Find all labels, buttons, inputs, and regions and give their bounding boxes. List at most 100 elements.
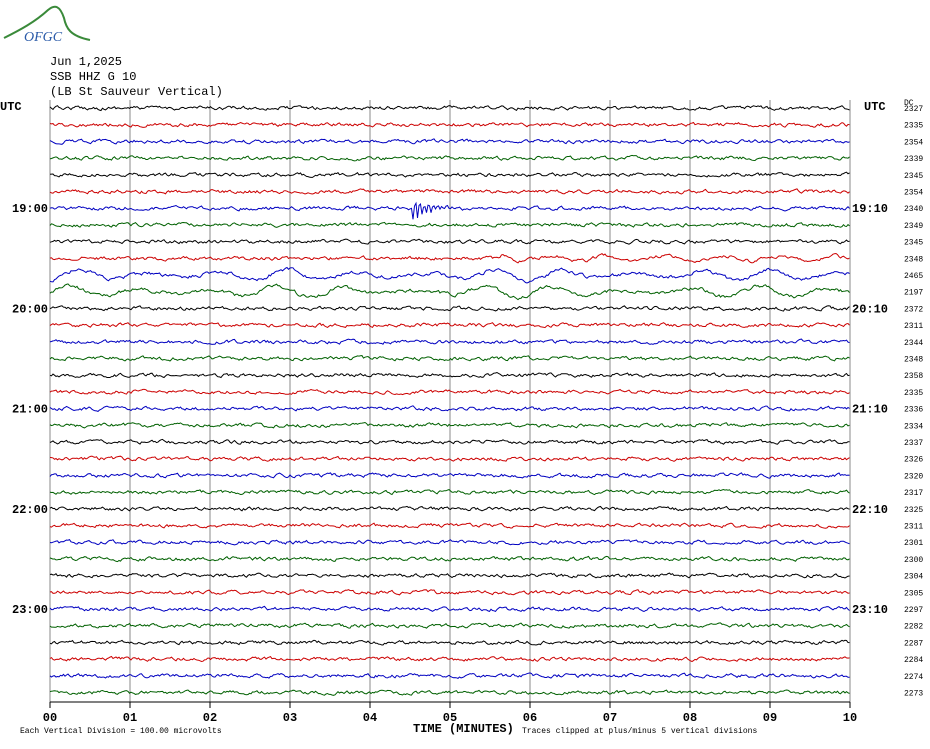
trace xyxy=(49,305,850,312)
dc-value: 2358 xyxy=(904,372,923,381)
x-tick-label: 10 xyxy=(843,711,857,725)
dc-value: 2354 xyxy=(904,138,923,147)
trace xyxy=(49,505,850,512)
trace xyxy=(49,322,850,329)
trace xyxy=(49,171,850,178)
dc-value: 2348 xyxy=(904,356,923,365)
trace xyxy=(49,689,850,696)
dc-value: 2336 xyxy=(904,406,923,415)
trace xyxy=(49,338,850,345)
trace xyxy=(49,283,850,301)
dc-value: 2304 xyxy=(904,573,923,582)
left-axis-title: UTC xyxy=(0,100,22,114)
dc-value: 2282 xyxy=(904,623,923,632)
trace xyxy=(49,266,850,284)
trace xyxy=(49,188,850,195)
right-time-label: 22:10 xyxy=(852,503,888,517)
trace xyxy=(49,622,850,629)
dc-value: 2274 xyxy=(904,673,923,682)
dc-value: 2372 xyxy=(904,305,923,314)
x-tick-label: 09 xyxy=(763,711,777,725)
x-tick-label: 02 xyxy=(203,711,217,725)
logo-mark xyxy=(3,5,91,41)
x-tick-label: 00 xyxy=(43,711,57,725)
dc-value: 2284 xyxy=(904,656,923,665)
header-date: Jun 1,2025 xyxy=(50,55,122,69)
trace xyxy=(49,522,850,529)
dc-value: 2305 xyxy=(904,589,923,598)
trace xyxy=(49,138,850,145)
x-tick-label: 04 xyxy=(363,711,377,725)
trace xyxy=(49,121,850,128)
trace xyxy=(49,639,850,646)
dc-value: 2337 xyxy=(904,439,923,448)
dc-value: 2300 xyxy=(904,556,923,565)
trace xyxy=(49,488,850,496)
trace xyxy=(49,589,850,596)
left-time-label: 19:00 xyxy=(12,202,48,216)
trace xyxy=(49,555,850,563)
dc-value: 2287 xyxy=(904,639,923,648)
dc-value: 2297 xyxy=(904,606,923,615)
left-time-label: 22:00 xyxy=(12,503,48,517)
right-axis-title: UTC xyxy=(864,100,886,114)
dc-value: 2354 xyxy=(904,189,923,198)
logo: OFGC xyxy=(3,5,91,45)
dc-value: 2344 xyxy=(904,339,923,348)
trace xyxy=(49,154,850,162)
dc-value: 2320 xyxy=(904,472,923,481)
trace xyxy=(49,572,850,579)
dc-value: 2345 xyxy=(904,172,923,181)
dc-value: 2301 xyxy=(904,539,923,548)
trace xyxy=(49,472,850,479)
x-tick-label: 08 xyxy=(683,711,697,725)
header-station: SSB HHZ G 10 xyxy=(50,70,136,84)
header-location: (LB St Sauveur Vertical) xyxy=(50,85,223,99)
dc-value: 2349 xyxy=(904,222,923,231)
dc-value: 2326 xyxy=(904,456,923,465)
footer-left: Each Vertical Division = 100.00 microvol… xyxy=(20,727,222,736)
x-tick-label: 07 xyxy=(603,711,617,725)
trace xyxy=(49,252,850,264)
trace xyxy=(49,421,850,429)
x-tick-label: 06 xyxy=(523,711,537,725)
trace xyxy=(49,438,850,445)
left-time-label: 20:00 xyxy=(12,302,48,316)
trace xyxy=(49,605,850,613)
x-tick-label: 05 xyxy=(443,711,457,725)
trace xyxy=(49,405,850,412)
trace xyxy=(49,388,850,396)
dc-value: 2335 xyxy=(904,122,923,131)
x-tick-label: 03 xyxy=(283,711,297,725)
trace xyxy=(49,371,850,379)
footer-right: Traces clipped at plus/minus 5 vertical … xyxy=(522,727,757,736)
trace xyxy=(49,672,850,679)
dc-value: 2334 xyxy=(904,422,923,431)
dc-value: 2335 xyxy=(904,389,923,398)
trace xyxy=(49,355,850,362)
x-tick-label: 01 xyxy=(123,711,137,725)
dc-value: 2311 xyxy=(904,322,923,331)
dc-value: 2311 xyxy=(904,523,923,532)
dc-value: 2345 xyxy=(904,239,923,248)
dc-title: DC xyxy=(904,99,914,108)
trace xyxy=(49,455,850,462)
trace xyxy=(49,538,850,546)
dc-value: 2348 xyxy=(904,255,923,264)
left-time-label: 21:00 xyxy=(12,403,48,417)
left-time-label: 23:00 xyxy=(12,603,48,617)
trace xyxy=(49,655,850,663)
logo-text: OFGC xyxy=(24,30,63,45)
dc-value: 2325 xyxy=(904,506,923,515)
dc-value: 2340 xyxy=(904,205,923,214)
right-time-label: 20:10 xyxy=(852,302,888,316)
dc-value: 2465 xyxy=(904,272,923,281)
right-time-label: 19:10 xyxy=(852,202,888,216)
right-time-label: 23:10 xyxy=(852,603,888,617)
dc-value: 2317 xyxy=(904,489,923,498)
trace xyxy=(49,221,850,228)
trace xyxy=(49,238,850,245)
trace xyxy=(49,105,850,112)
dc-value: 2339 xyxy=(904,155,923,164)
